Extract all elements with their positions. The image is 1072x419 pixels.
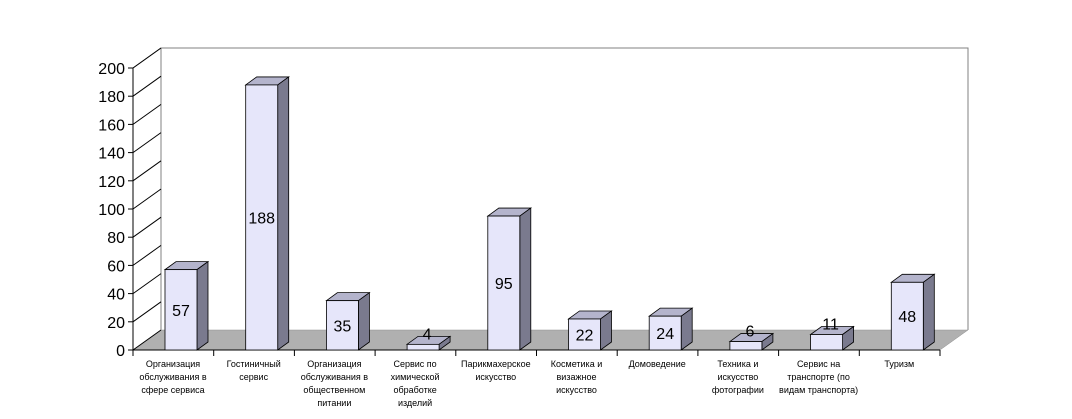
data-label: 48 (898, 309, 916, 326)
y-tick-diagonal (132, 216, 162, 238)
bar-10 (890, 273, 936, 351)
bar-4 (405, 335, 452, 351)
bar-side-face (519, 207, 532, 351)
x-tick-label: Туризм (884, 359, 915, 369)
data-label: 22 (576, 327, 594, 344)
y-tick-diagonal (132, 329, 162, 351)
bar-9 (809, 325, 855, 351)
bar-front-face (810, 334, 843, 351)
y-tick-diagonal (132, 47, 162, 69)
data-labels: 57 188 35 4 95 22 24 6 11 48 (172, 210, 916, 344)
bar-front-face (406, 343, 440, 351)
y-tick-diagonal (132, 160, 162, 182)
data-label: 35 (334, 318, 352, 335)
y-tick-label: 160 (98, 117, 125, 134)
bars (163, 76, 936, 351)
bar-side-face (277, 76, 290, 351)
bar-8 (728, 332, 775, 351)
bar-3 (325, 291, 371, 351)
x-tick-label: Сервис по химической обработке изделий (390, 359, 440, 408)
y-tick-diagonal (132, 75, 162, 97)
y-axis: 0 20 40 60 80 100 120 140 160 180 200 (98, 47, 162, 360)
y-tick-label: 40 (107, 287, 125, 304)
y-tick-diagonal (132, 103, 162, 125)
data-label: 57 (172, 303, 190, 320)
bar-front-face (325, 300, 359, 351)
bar-7 (647, 307, 694, 351)
bar-side-face (196, 260, 209, 351)
x-tick-label: Организация обслуживания в общественном … (300, 359, 369, 408)
bar-side-face (357, 291, 370, 351)
bar-side-face (922, 273, 935, 351)
bar-front-face (245, 84, 279, 351)
y-tick-label: 200 (98, 61, 125, 78)
x-tick-label: Техника и искусство фотографии (711, 359, 764, 395)
y-tick-diagonal (132, 273, 162, 295)
y-tick-label: 140 (98, 146, 125, 163)
x-tick-label: Косметика и визажное искусство (550, 359, 603, 395)
bar-5 (486, 207, 533, 351)
y-tick-diagonal (132, 132, 162, 154)
data-label: 11 (822, 316, 839, 333)
y-tick-diagonal (132, 188, 162, 210)
bar-front-face (487, 215, 521, 351)
bar-front-face (648, 315, 682, 351)
data-label: 4 (423, 326, 432, 343)
x-tick-label: Парикмахерское искусство (460, 359, 531, 382)
x-tick-label: Организация обслуживания в сфере сервиса (139, 359, 207, 395)
bar-2 (244, 76, 290, 351)
data-label: 95 (495, 276, 513, 293)
x-tick-label: Гостиничный сервис (226, 359, 281, 382)
data-label: 6 (745, 324, 754, 341)
x-tick-label: Домоведение (628, 359, 686, 369)
y-tick-label: 100 (98, 202, 125, 219)
y-tick-diagonal (132, 301, 162, 323)
y-tick-diagonal (132, 244, 162, 266)
y-tick-label: 20 (107, 315, 125, 332)
bar-6 (567, 310, 613, 351)
data-label: 188 (248, 210, 275, 227)
bar-front-face (729, 341, 763, 351)
x-tick-label: Сервис на транспорте (по видам транспорт… (779, 359, 859, 395)
bar-front-face (164, 269, 198, 351)
bar-front-face (568, 318, 601, 351)
y-tick-label: 60 (107, 258, 125, 275)
y-tick-label: 120 (98, 174, 125, 191)
y-tick-label: 80 (107, 230, 125, 247)
bar-1 (163, 260, 210, 351)
y-tick-label: 0 (116, 343, 125, 360)
bar-front-face (890, 281, 924, 351)
y-tick-label: 180 (98, 89, 125, 106)
data-label: 24 (656, 326, 674, 343)
